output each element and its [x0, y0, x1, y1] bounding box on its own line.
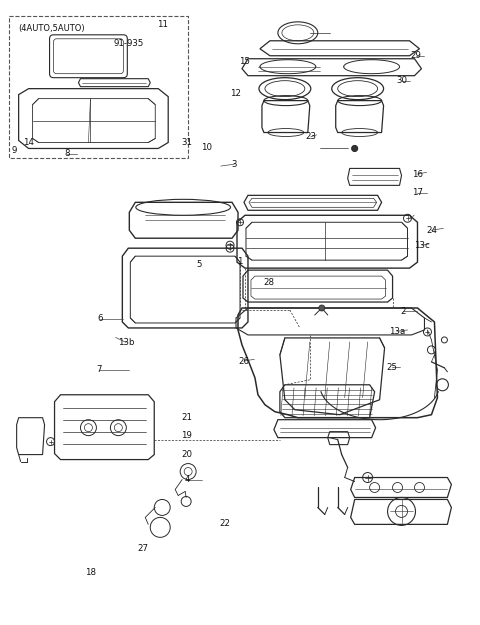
Text: 27: 27 — [138, 544, 149, 552]
Text: 15: 15 — [240, 58, 250, 66]
Text: 23: 23 — [305, 132, 316, 141]
Text: 30: 30 — [396, 76, 407, 85]
Text: 28: 28 — [263, 278, 274, 287]
Text: 16: 16 — [411, 169, 422, 179]
Circle shape — [319, 305, 325, 311]
Text: 14: 14 — [23, 139, 34, 148]
Text: 10: 10 — [201, 144, 212, 152]
Text: 21: 21 — [181, 412, 192, 422]
Text: 12: 12 — [230, 89, 240, 98]
Text: 17: 17 — [411, 188, 422, 198]
Text: 11: 11 — [157, 20, 168, 29]
Text: 20: 20 — [181, 450, 192, 459]
Text: 24: 24 — [426, 226, 437, 235]
Text: 22: 22 — [219, 519, 230, 528]
Text: 8: 8 — [64, 149, 70, 158]
Text: 13b: 13b — [118, 338, 134, 347]
Text: 5: 5 — [197, 260, 202, 269]
Text: 2: 2 — [400, 307, 406, 316]
Text: 1: 1 — [237, 257, 243, 266]
Text: 13a: 13a — [389, 327, 405, 336]
Text: 6: 6 — [97, 314, 103, 323]
Text: 25: 25 — [387, 363, 398, 372]
Text: 26: 26 — [239, 357, 249, 366]
Text: 9: 9 — [12, 146, 17, 155]
Text: 18: 18 — [85, 569, 96, 578]
Text: (4AUTO,5AUTO): (4AUTO,5AUTO) — [19, 24, 85, 33]
Text: 13c: 13c — [414, 241, 430, 250]
Text: 31: 31 — [181, 139, 192, 148]
Text: 29: 29 — [411, 51, 421, 60]
Text: 91-935: 91-935 — [114, 39, 144, 48]
Text: 4: 4 — [185, 475, 190, 484]
Text: 7: 7 — [96, 366, 102, 374]
Text: 3: 3 — [231, 159, 237, 169]
Text: 19: 19 — [181, 431, 192, 441]
Circle shape — [352, 146, 358, 151]
